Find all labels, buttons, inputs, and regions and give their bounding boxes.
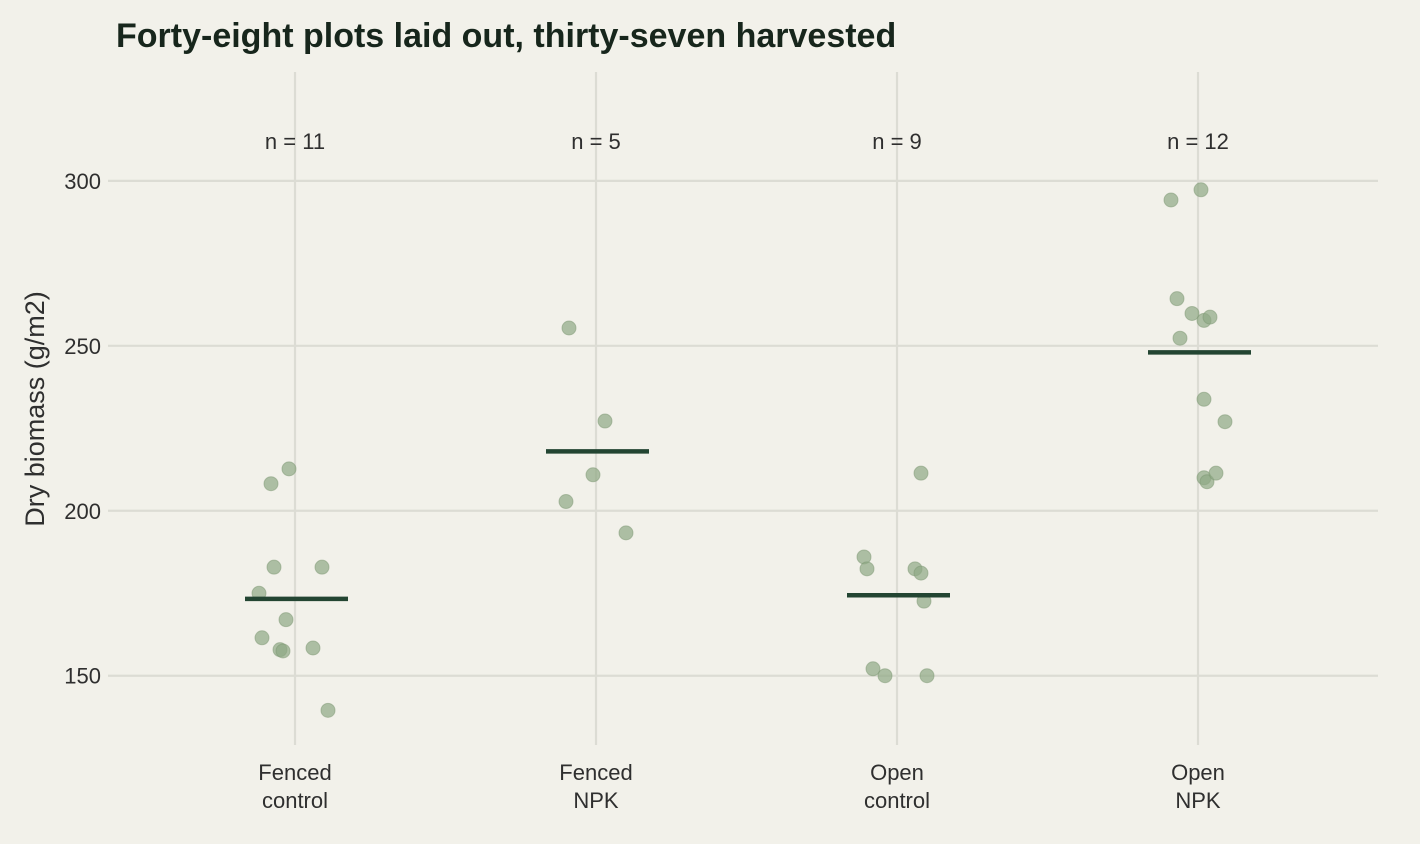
chart-title: Forty-eight plots laid out, thirty-seven…	[116, 17, 896, 55]
x-tick-label-line: Fenced	[258, 760, 331, 785]
x-tick-label: Fenced NPK	[559, 760, 632, 813]
data-point	[919, 668, 935, 684]
n-label: n = 11	[265, 129, 325, 154]
data-point	[1217, 414, 1233, 430]
data-points	[251, 182, 1233, 718]
data-point	[618, 525, 634, 541]
x-tick-label-line: Open	[870, 760, 924, 785]
data-point	[275, 643, 291, 659]
data-point	[1193, 182, 1209, 198]
x-tick-label-line: control	[262, 788, 328, 813]
data-point	[1172, 330, 1188, 346]
x-tick-label: Open NPK	[1171, 760, 1225, 813]
data-point	[877, 668, 893, 684]
data-point	[865, 661, 881, 677]
data-point	[558, 494, 574, 510]
data-point	[1184, 305, 1200, 321]
x-tick-label-line: Fenced	[559, 760, 632, 785]
data-point	[278, 612, 294, 628]
group-means	[245, 350, 1251, 602]
y-tick-label: 150	[64, 664, 101, 689]
n-label: n = 12	[1167, 129, 1229, 154]
data-point	[913, 565, 929, 581]
data-point	[266, 559, 282, 575]
data-point	[263, 476, 279, 492]
n-label: n = 9	[872, 129, 922, 154]
y-tick-label: 250	[64, 334, 101, 359]
x-tick-label: Fenced control	[258, 760, 331, 813]
data-point	[1169, 291, 1185, 307]
x-tick-label-line: NPK	[1175, 788, 1221, 813]
data-point	[859, 561, 875, 577]
y-axis-label: Dry biomass (g/m2)	[20, 291, 50, 527]
x-tick-label: Open control	[864, 760, 930, 813]
data-point	[314, 559, 330, 575]
y-axis-tick-labels: 150 200 250 300	[64, 169, 101, 689]
data-point	[320, 702, 336, 718]
data-point	[281, 461, 297, 477]
data-point	[254, 630, 270, 646]
data-point	[1196, 391, 1212, 407]
x-tick-label-line: control	[864, 788, 930, 813]
y-tick-label: 200	[64, 499, 101, 524]
gridlines	[108, 72, 1378, 745]
n-label: n = 5	[571, 129, 621, 154]
data-point	[1208, 465, 1224, 481]
data-point	[305, 640, 321, 656]
data-point	[1202, 309, 1218, 325]
x-tick-label-line: Open	[1171, 760, 1225, 785]
data-point	[561, 320, 577, 336]
data-point	[913, 465, 929, 481]
data-point	[597, 413, 613, 429]
x-axis-tick-labels: Fenced control Fenced NPK Open control Open NPK	[258, 760, 1225, 813]
data-point	[585, 467, 601, 483]
data-point	[1163, 192, 1179, 208]
group-size-labels: n = 11 n = 5 n = 9 n = 12	[265, 129, 1229, 154]
y-tick-label: 300	[64, 169, 101, 194]
x-tick-label-line: NPK	[573, 788, 619, 813]
